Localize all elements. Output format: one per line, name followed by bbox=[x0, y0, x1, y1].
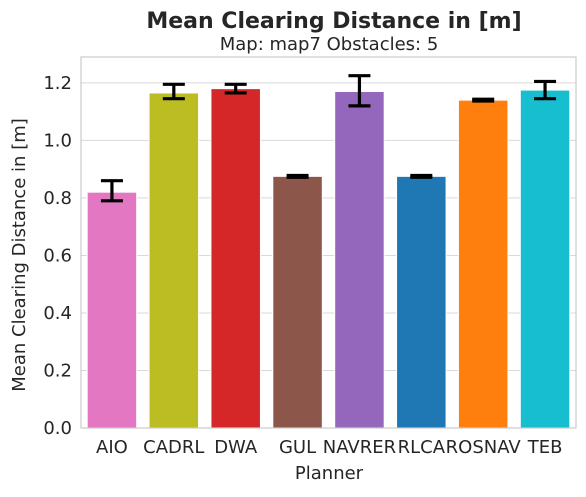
x-tick-label: CADRL bbox=[143, 437, 204, 458]
bar bbox=[396, 175, 447, 429]
y-tick-label: 0.0 bbox=[43, 418, 72, 439]
y-tick-labels: 0.0 0.2 0.4 0.6 0.8 1.0 1.2 bbox=[43, 73, 72, 439]
y-tick-label: 0.4 bbox=[43, 303, 72, 324]
y-axis-label: Mean Clearing Distance in [m] bbox=[9, 118, 30, 392]
x-axis-label: Planner bbox=[295, 463, 364, 484]
bar bbox=[86, 191, 138, 429]
bar bbox=[519, 89, 571, 429]
error-bars bbox=[100, 74, 557, 203]
bar bbox=[148, 92, 200, 429]
y-tick-label: 1.0 bbox=[43, 130, 72, 151]
x-tick-label: RLCA bbox=[398, 437, 446, 458]
y-tick-label: 0.2 bbox=[43, 360, 72, 381]
bar bbox=[457, 99, 509, 429]
x-tick-labels: AIO CADRL DWA GUL NAVRER RLCA ROSNAV TEB bbox=[96, 437, 562, 458]
y-tick-label: 1.2 bbox=[43, 73, 72, 94]
x-tick-label: GUL bbox=[279, 437, 316, 458]
x-tick-label: DWA bbox=[214, 437, 258, 458]
x-tick-label: TEB bbox=[527, 437, 563, 458]
bar bbox=[272, 175, 323, 429]
y-tick-label: 0.6 bbox=[43, 245, 72, 266]
plot-frame bbox=[80, 56, 577, 429]
x-tick-label: AIO bbox=[96, 437, 128, 458]
x-tick-label: ROSNAV bbox=[446, 437, 522, 458]
chart-title: Mean Clearing Distance in [m] bbox=[146, 9, 521, 34]
x-tick-label: NAVRER bbox=[323, 437, 396, 458]
chart-subtitle: Map: map7 Obstacles: 5 bbox=[220, 34, 439, 55]
bar bbox=[334, 91, 385, 429]
y-tick-label: 0.8 bbox=[43, 188, 72, 209]
bar bbox=[210, 88, 261, 429]
bars bbox=[86, 88, 571, 429]
